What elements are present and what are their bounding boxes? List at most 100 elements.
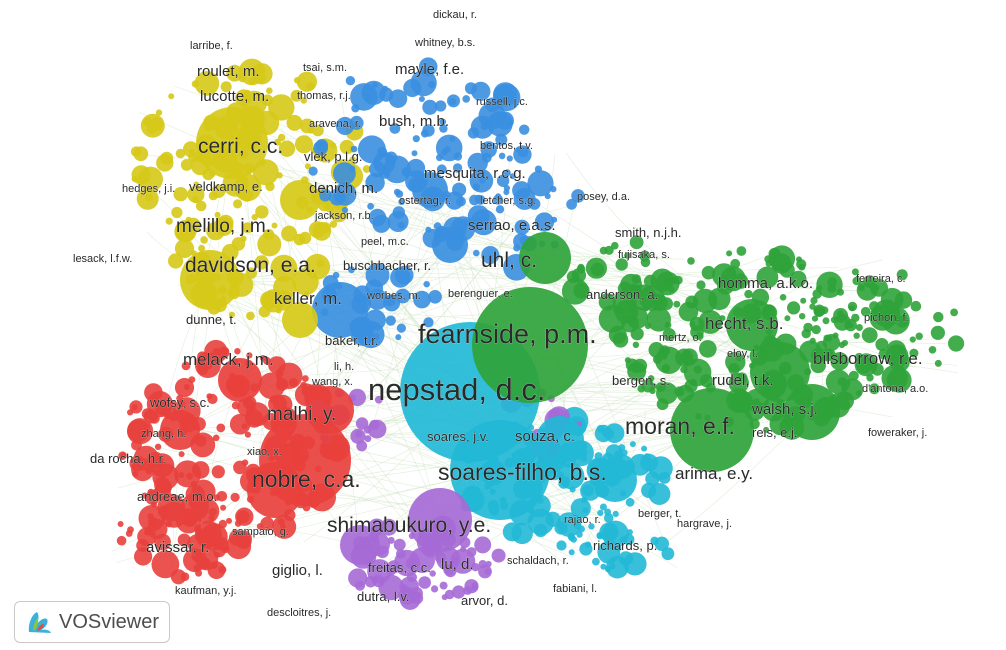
- author-label[interactable]: letcher, s.g.: [480, 195, 537, 208]
- author-label[interactable]: berenguer, e.: [448, 288, 513, 301]
- author-label[interactable]: dickau, r.: [433, 9, 478, 22]
- author-label[interactable]: wang, x.: [311, 376, 354, 389]
- author-label[interactable]: worbes, m.: [366, 290, 421, 303]
- author-label[interactable]: lucotte, m.: [200, 88, 270, 106]
- author-label[interactable]: descloitres, j.: [267, 607, 332, 620]
- author-label[interactable]: zhang, h.: [141, 428, 187, 441]
- author-label[interactable]: anderson, a.: [586, 287, 659, 303]
- author-label[interactable]: hecht, s.b.: [705, 314, 784, 334]
- author-label[interactable]: smith, n.j.h.: [615, 225, 682, 241]
- author-label[interactable]: schaldach, r.: [507, 555, 569, 568]
- author-label[interactable]: nobre, c.a.: [252, 466, 361, 493]
- author-label[interactable]: melillo, j.m.: [176, 216, 272, 238]
- author-label[interactable]: malhi, y.: [267, 404, 337, 426]
- network-node: [608, 541, 618, 551]
- author-label[interactable]: avissar, r.: [146, 539, 210, 557]
- author-label[interactable]: lesack, l.f.w.: [73, 253, 133, 266]
- author-label[interactable]: roulet, m.: [197, 63, 260, 81]
- author-label[interactable]: wofsy, s.c.: [149, 395, 210, 411]
- author-label[interactable]: giglio, l.: [272, 562, 323, 580]
- author-label[interactable]: larribe, f.: [190, 40, 233, 53]
- author-label[interactable]: russell, j.c.: [476, 96, 529, 109]
- network-node: [288, 377, 298, 387]
- author-label[interactable]: rudel, t.k.: [712, 372, 774, 390]
- author-label[interactable]: ostertag, r.: [399, 195, 452, 208]
- author-label[interactable]: pichon, f.: [864, 312, 909, 325]
- network-node: [561, 277, 589, 305]
- network-node: [418, 96, 425, 102]
- author-label[interactable]: serrao, e.a.s.: [468, 217, 556, 235]
- author-label[interactable]: d'antona, a.o.: [862, 383, 929, 396]
- author-label[interactable]: thomas, r.j.: [297, 90, 351, 103]
- author-label[interactable]: foweraker, j.: [868, 427, 928, 440]
- author-label[interactable]: whitney, b.s.: [414, 37, 476, 50]
- author-label[interactable]: dutra, l.v.: [357, 589, 410, 605]
- author-label[interactable]: dunne, t.: [186, 312, 237, 328]
- author-label[interactable]: davidson, e.a.: [185, 254, 316, 278]
- author-label[interactable]: reis, e.j.: [752, 425, 798, 441]
- network-node: [810, 296, 818, 305]
- author-label[interactable]: kaufman, y.j.: [175, 585, 237, 598]
- author-label[interactable]: melack, j.m.: [183, 350, 274, 370]
- network-node: [784, 315, 791, 322]
- author-label[interactable]: moran, e.f.: [625, 413, 736, 440]
- author-label[interactable]: bilsborrow, r.e.: [813, 349, 923, 369]
- author-label[interactable]: nepstad, d.c.: [368, 372, 546, 408]
- network-node: [696, 280, 706, 290]
- author-label[interactable]: souza, c.: [515, 428, 576, 446]
- author-label[interactable]: vlek, p.l.g.: [304, 149, 363, 165]
- author-label[interactable]: mertz, o.: [659, 332, 702, 345]
- author-label[interactable]: keller, m.: [274, 289, 343, 309]
- author-label[interactable]: tsai, s.m.: [303, 62, 348, 75]
- author-label[interactable]: bentos, t.v.: [480, 140, 534, 153]
- author-label[interactable]: uhl, c.: [481, 249, 538, 273]
- author-label[interactable]: freitas, c.c.: [368, 560, 431, 576]
- network-node: [220, 81, 232, 93]
- author-label[interactable]: soares-filho, b.s.: [438, 459, 607, 486]
- network-node: [736, 246, 747, 256]
- author-label[interactable]: xiao, x.: [247, 446, 282, 459]
- vosviewer-logo[interactable]: VOSviewer: [14, 601, 170, 643]
- author-label[interactable]: arvor, d.: [461, 593, 509, 609]
- author-label[interactable]: hedges, j.i.: [122, 183, 176, 196]
- author-label[interactable]: homma, a.k.o.: [718, 275, 814, 293]
- author-label[interactable]: da rocha, h.r.: [90, 451, 166, 467]
- author-label[interactable]: mesquita, r.c.g.: [424, 165, 526, 183]
- network-node: [131, 439, 142, 451]
- author-label[interactable]: li, h.: [334, 361, 355, 374]
- author-label[interactable]: soares, j.v.: [427, 429, 489, 445]
- author-label[interactable]: arima, e.y.: [675, 464, 754, 484]
- author-label[interactable]: baker, t.r.: [325, 333, 379, 349]
- author-label[interactable]: mayle, f.e.: [395, 61, 465, 79]
- author-label[interactable]: veldkamp, e.: [189, 179, 263, 195]
- author-label[interactable]: fearnside, p.m.: [418, 319, 597, 350]
- author-label[interactable]: richards, p.: [593, 538, 658, 554]
- author-label[interactable]: sampaio, g.: [232, 526, 289, 539]
- author-label[interactable]: cerri, c.c.: [198, 135, 284, 159]
- author-label[interactable]: fujisaka, s.: [618, 249, 671, 262]
- author-label[interactable]: bush, m.b.: [379, 113, 450, 131]
- network-node: [229, 413, 251, 435]
- author-label[interactable]: jackson, r.b.: [314, 210, 374, 223]
- author-label[interactable]: shimabukuro, y.e.: [327, 514, 492, 538]
- network-node: [286, 114, 303, 131]
- author-label[interactable]: walsh, s.j.: [751, 401, 818, 419]
- author-label[interactable]: andreae, m.o.: [137, 489, 218, 505]
- author-label[interactable]: buschbacher, r.: [343, 258, 432, 274]
- author-label[interactable]: posey, d.a.: [577, 191, 631, 204]
- author-label[interactable]: aravena, r.: [309, 118, 362, 131]
- network-node: [226, 517, 232, 524]
- author-label[interactable]: ferreira, c.: [856, 273, 906, 286]
- author-label[interactable]: peel, m.c.: [361, 236, 409, 249]
- author-label[interactable]: eloy, l.: [727, 348, 759, 361]
- author-label[interactable]: rajao, r.: [564, 514, 601, 527]
- author-label[interactable]: denich, m.: [309, 180, 379, 198]
- author-label[interactable]: fabiani, l.: [553, 583, 598, 596]
- network-node: [399, 576, 419, 597]
- author-label[interactable]: hargrave, j.: [677, 518, 733, 531]
- author-label[interactable]: berger, t.: [638, 508, 682, 521]
- author-label[interactable]: bergen, s.: [612, 373, 670, 389]
- author-label[interactable]: lu, d.: [441, 556, 474, 574]
